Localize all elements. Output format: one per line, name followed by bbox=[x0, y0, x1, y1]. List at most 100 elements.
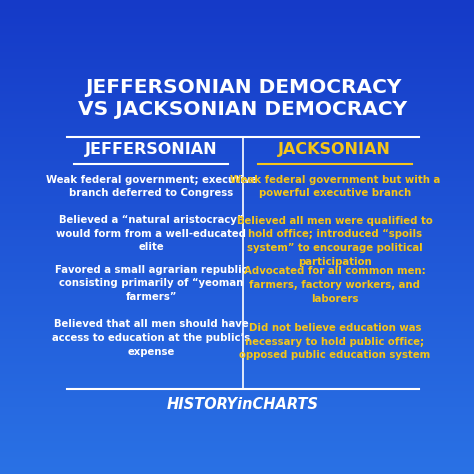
Bar bbox=[0, 326, 474, 328]
Bar bbox=[0, 468, 474, 470]
Bar bbox=[0, 46, 474, 48]
Bar bbox=[0, 335, 474, 337]
Bar bbox=[0, 272, 474, 274]
Bar bbox=[0, 457, 474, 459]
Bar bbox=[0, 80, 474, 82]
Bar bbox=[0, 219, 474, 220]
Bar bbox=[0, 313, 474, 315]
Bar bbox=[0, 274, 474, 276]
Bar bbox=[0, 392, 474, 394]
Bar bbox=[0, 31, 474, 33]
Bar bbox=[0, 389, 474, 391]
Bar bbox=[0, 143, 474, 145]
Bar bbox=[0, 215, 474, 217]
Bar bbox=[0, 270, 474, 272]
Bar bbox=[0, 22, 474, 24]
Bar bbox=[0, 446, 474, 448]
Bar bbox=[0, 248, 474, 250]
Bar bbox=[0, 409, 474, 411]
Bar bbox=[0, 278, 474, 280]
Bar bbox=[0, 280, 474, 282]
Bar bbox=[0, 106, 474, 108]
Bar bbox=[0, 189, 474, 191]
Bar bbox=[0, 252, 474, 254]
Bar bbox=[0, 450, 474, 452]
Bar bbox=[0, 220, 474, 222]
Bar bbox=[0, 155, 474, 157]
Bar bbox=[0, 341, 474, 343]
Bar bbox=[0, 448, 474, 450]
Text: Believed that all men should have
access to education at the public’s
expense: Believed that all men should have access… bbox=[52, 319, 250, 356]
Bar bbox=[0, 292, 474, 294]
Bar bbox=[0, 115, 474, 117]
Bar bbox=[0, 30, 474, 31]
Bar bbox=[0, 428, 474, 429]
Bar bbox=[0, 176, 474, 178]
Bar bbox=[0, 394, 474, 396]
Bar bbox=[0, 70, 474, 72]
Bar bbox=[0, 339, 474, 341]
Bar bbox=[0, 200, 474, 202]
Bar bbox=[0, 154, 474, 155]
Bar bbox=[0, 300, 474, 302]
Bar bbox=[0, 391, 474, 392]
Bar bbox=[0, 137, 474, 139]
Text: Weak federal government but with a
powerful executive branch: Weak federal government but with a power… bbox=[229, 174, 440, 198]
Bar bbox=[0, 209, 474, 211]
Bar bbox=[0, 405, 474, 407]
Bar bbox=[0, 83, 474, 85]
Bar bbox=[0, 133, 474, 135]
Bar bbox=[0, 307, 474, 309]
Bar bbox=[0, 376, 474, 378]
Bar bbox=[0, 415, 474, 417]
Bar bbox=[0, 289, 474, 291]
Bar bbox=[0, 213, 474, 215]
Bar bbox=[0, 366, 474, 368]
Bar bbox=[0, 45, 474, 46]
Text: Weak federal government; executive
branch deferred to Congress: Weak federal government; executive branc… bbox=[46, 174, 256, 198]
Bar bbox=[0, 419, 474, 420]
Bar bbox=[0, 63, 474, 65]
Text: VS JACKSONIAN DEMOCRACY: VS JACKSONIAN DEMOCRACY bbox=[78, 100, 408, 119]
Bar bbox=[0, 454, 474, 456]
Bar bbox=[0, 54, 474, 55]
Bar bbox=[0, 452, 474, 454]
Text: Believed all men were qualified to
hold office; introduced “spoils
system” to en: Believed all men were qualified to hold … bbox=[237, 216, 433, 266]
Bar bbox=[0, 67, 474, 69]
Bar bbox=[0, 466, 474, 468]
Bar bbox=[0, 306, 474, 307]
Bar bbox=[0, 4, 474, 6]
Bar bbox=[0, 372, 474, 374]
Bar bbox=[0, 6, 474, 8]
Bar bbox=[0, 257, 474, 259]
Bar bbox=[0, 296, 474, 298]
Bar bbox=[0, 361, 474, 363]
Bar bbox=[0, 237, 474, 239]
Bar bbox=[0, 470, 474, 472]
Bar bbox=[0, 87, 474, 89]
Bar bbox=[0, 17, 474, 18]
Bar bbox=[0, 370, 474, 372]
Bar bbox=[0, 170, 474, 172]
Bar bbox=[0, 241, 474, 243]
Bar bbox=[0, 117, 474, 118]
Bar bbox=[0, 245, 474, 246]
Bar bbox=[0, 357, 474, 359]
Bar bbox=[0, 363, 474, 365]
Bar bbox=[0, 18, 474, 20]
Bar bbox=[0, 128, 474, 129]
Bar bbox=[0, 0, 474, 2]
Bar bbox=[0, 404, 474, 405]
Bar bbox=[0, 167, 474, 168]
Bar bbox=[0, 324, 474, 326]
Bar bbox=[0, 192, 474, 194]
Bar bbox=[0, 98, 474, 100]
Bar bbox=[0, 443, 474, 445]
Bar bbox=[0, 11, 474, 13]
Bar bbox=[0, 333, 474, 335]
Bar bbox=[0, 228, 474, 229]
Bar bbox=[0, 243, 474, 245]
Bar bbox=[0, 122, 474, 124]
Bar bbox=[0, 102, 474, 104]
Bar bbox=[0, 131, 474, 133]
